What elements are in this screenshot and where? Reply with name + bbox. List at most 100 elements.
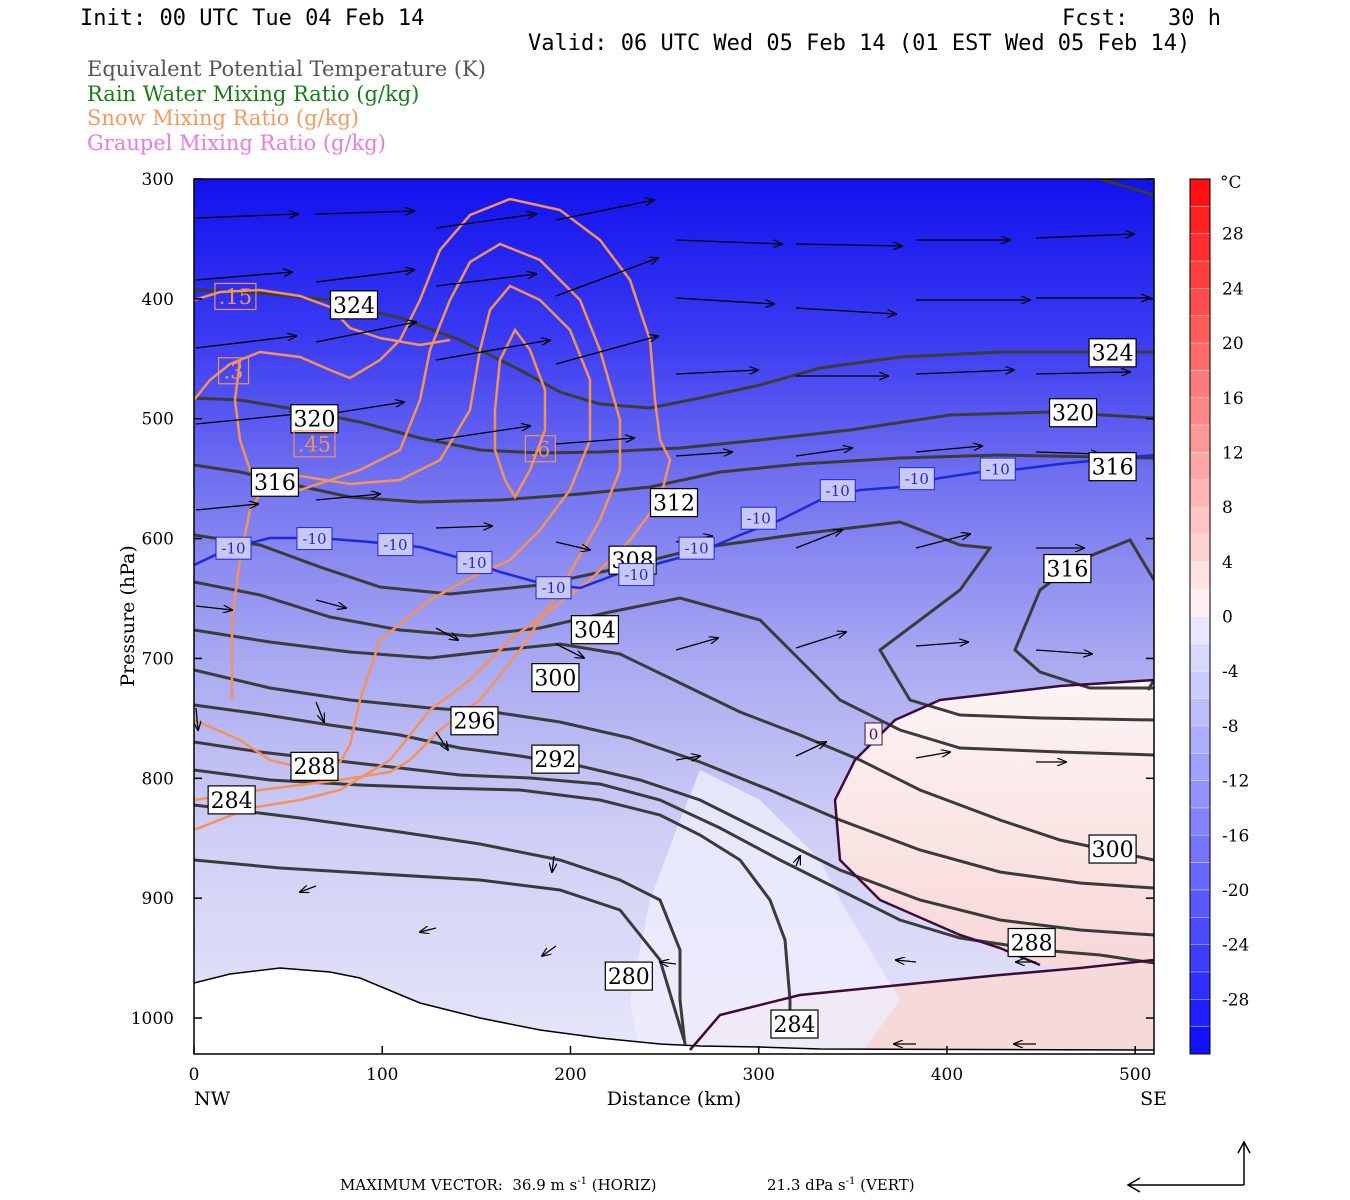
temperature-contour-label-text: -10 [221, 540, 245, 558]
legend-snow: Snow Mixing Ratio (g/kg) [87, 106, 359, 130]
temperature-contour-label: -10 [377, 533, 414, 557]
x-tick-label: 400 [931, 1065, 963, 1085]
colorbar-tick-label: -20 [1222, 881, 1249, 901]
temperature-contour-label-box [296, 527, 333, 551]
colorbar-tick-label: 16 [1222, 389, 1244, 409]
reference-vector-icon [1126, 1140, 1251, 1193]
x-end-label-nw: NW [194, 1088, 231, 1110]
theta-e-contour-label-text: 320 [293, 408, 335, 433]
theta-e-contour-label: 288 [290, 751, 339, 781]
legend-rain-water: Rain Water Mixing Ratio (g/kg) [87, 82, 420, 106]
colorbar-tick-label: -4 [1222, 662, 1239, 682]
theta-e-contour-label: 304 [570, 615, 620, 645]
theta-e-contour-label-box [290, 404, 339, 434]
theta-e-contour-label-text: 284 [773, 1013, 815, 1038]
y-tick-label: 300 [142, 170, 174, 190]
theta-e-contour-label-text: 316 [1046, 557, 1088, 582]
theta-e-contour-label-text: 304 [574, 619, 616, 644]
theta-e-contour-label-text: 300 [534, 667, 576, 692]
theta-e-contour-label-box [531, 744, 580, 774]
y-axis: 300 400 500 600 700 800 900 1000 [131, 170, 1154, 1029]
temperature-contour-label-text: -10 [986, 460, 1010, 478]
colorbar-tick-label: 8 [1222, 498, 1233, 518]
colorbar: 28 24 20 16 12 8 4 0 -4 -8 -12 -16 -20 -24 -28 °C [1189, 173, 1249, 1055]
theta-e-contour-label: 280 [604, 961, 653, 991]
theta-e-contour-label: 300 [1088, 834, 1137, 864]
temperature-contour-label-text: -10 [905, 470, 929, 488]
snow-contour-label-box [524, 435, 556, 463]
legend-graupel: Graupel Mixing Ratio (g/kg) [87, 131, 386, 155]
y-tick-label: 600 [142, 530, 174, 550]
theta-e-contour-label-box [1048, 398, 1098, 428]
colorbar-tick-label: 24 [1222, 279, 1244, 299]
valid-time: Valid: 06 UTC Wed 05 Feb 14 (01 EST Wed … [528, 31, 1191, 56]
snow-contour-label-text: .45 [298, 432, 331, 456]
theta-e-contour-label-box [604, 961, 653, 991]
theta-e-contour-label-text: 280 [608, 965, 650, 990]
theta-e-contour-label: 316 [1088, 452, 1137, 482]
theta-e-contour-label-box [770, 1009, 819, 1039]
temperature-contour-label: 0 [864, 722, 883, 746]
theta-e-contour-label-box [1088, 834, 1137, 864]
theta-e-contour-label-text: 312 [653, 492, 695, 517]
temperature-contour-label: -10 [215, 536, 252, 560]
y-axis-title: Pressure (hPa) [117, 545, 139, 687]
y-tick-label: 900 [142, 889, 174, 909]
y-tick-label: 700 [142, 649, 174, 669]
vert-vector-unit-exponent: -1 [845, 1176, 856, 1187]
max-vector-value: MAXIMUM VECTOR: 36.9 m s [340, 1176, 578, 1194]
colorbar-segment [1190, 370, 1210, 399]
light-region-fill [630, 770, 900, 1054]
y-tick-label: 800 [142, 769, 174, 789]
temperature-contour-label-text: -10 [826, 482, 850, 500]
temperature-contour-label-box [377, 533, 414, 557]
colorbar-segment [1190, 315, 1210, 344]
temperature-contour-label-box [819, 479, 856, 503]
snow-contour-label: .15 [214, 282, 257, 311]
colorbar-segment [1190, 671, 1210, 700]
snow-label-layer: .15 .3 .45 .6 [214, 282, 556, 463]
theta-e-contour-label-text: 320 [1052, 402, 1094, 427]
x-tick-label: 100 [366, 1065, 398, 1085]
temperature-contour-label-text: 0 [869, 725, 879, 743]
colorbar-segment [1190, 616, 1210, 645]
colorbar-segment [1190, 261, 1210, 289]
legend-theta-e: Equivalent Potential Temperature (K) [87, 57, 486, 81]
theta-e-contour-label-box [531, 663, 580, 693]
colorbar-segment [1190, 507, 1210, 535]
snow-contour-label: .3 [217, 357, 250, 385]
colorbar-segment [1190, 917, 1210, 946]
terrain [194, 968, 1154, 1054]
x-axis: 0 100 200 300 400 500 [189, 1046, 1151, 1085]
colorbar-tick-label: 28 [1222, 225, 1244, 245]
temperature-contour-label-box [864, 722, 883, 746]
theta-e-contour-label-box [1007, 927, 1056, 958]
temperature-contour-label-box [898, 467, 935, 491]
snow-contour-label: .6 [524, 435, 556, 463]
temperature-contour-label: -10 [678, 536, 715, 560]
snow-contour-label-text: .3 [224, 359, 244, 383]
theta-e-contour-label-box [450, 706, 499, 736]
temperature-contour-label: -10 [618, 563, 655, 587]
temperature-contour-label: -10 [535, 576, 572, 600]
snow-contour-label: .45 [293, 430, 336, 458]
x-axis-title: Distance (km) [607, 1088, 742, 1110]
temperature-contour-label: -10 [740, 506, 777, 530]
temperature-label-layer: -10 -10 -10 -10 -10 -10 -10 -10 -10 -10 -10 0 [215, 457, 1016, 746]
temperature-contour-label-box [678, 536, 715, 560]
theta-e-contour-label: 292 [531, 744, 580, 774]
theta-e-contour-label-box [329, 290, 379, 320]
colorbar-segment [1190, 780, 1210, 809]
colorbar-segment [1190, 999, 1210, 1028]
theta-e-contour-label: 284 [770, 1009, 819, 1039]
temperature-contour-label-text: -10 [462, 554, 486, 572]
theta-e-contour-label-box [250, 467, 300, 497]
colorbar-segment [1190, 425, 1210, 453]
theta-e-contour-label: 300 [531, 663, 580, 693]
x-tick-label: 200 [554, 1065, 586, 1085]
forecast-hour: Fcst: 30 h [1062, 6, 1221, 31]
theta-e-contour-label-box [207, 785, 256, 815]
theta-e-contour-label-text: 296 [453, 710, 495, 735]
